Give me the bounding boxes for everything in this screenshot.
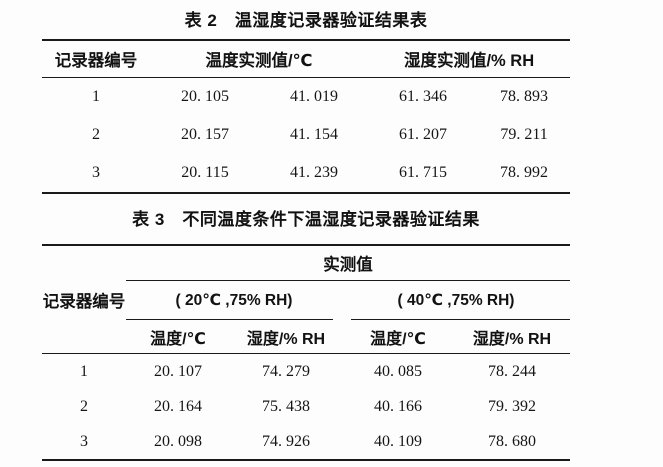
table2-header-recorder-id: 记录器编号 — [42, 40, 150, 78]
temp-value-cell: 20. 107 — [154, 362, 202, 380]
humidity-value-cell: 61. 207 — [399, 126, 448, 143]
humidity-value-cell: 75. 438 — [262, 397, 310, 415]
table2-header-row: 记录器编号 温度实测值/℃ 湿度实测值/% RH — [42, 40, 571, 78]
table3-caption: 表 3 不同温度条件下温湿度记录器验证结果 — [132, 210, 480, 229]
humidity-value-cell: 74. 279 — [262, 362, 310, 380]
table2: 记录器编号 温度实测值/℃ 湿度实测值/% RH 1 20. 105 41. 0… — [42, 39, 571, 194]
temp-value-cell: 20. 157 — [181, 126, 229, 143]
table2-caption: 表 2 温湿度记录器验证结果表 — [184, 11, 428, 30]
table3-header-recorder-id: 记录器编号 — [42, 245, 126, 354]
humidity-value-cell: 78. 244 — [488, 362, 536, 380]
table3-subheader-humidity-1: 湿度/% RH — [230, 320, 342, 354]
temp-value-cell: 41. 154 — [290, 126, 338, 143]
recorder-id-cell: 3 — [80, 432, 88, 450]
table-row: 2 20. 164 75. 438 40. 166 79. 392 — [42, 389, 570, 424]
table3-header-row-conditions: ( 20℃ ,75% RH) ( 40℃ ,75% RH) — [42, 281, 570, 321]
humidity-value-cell: 78. 992 — [500, 164, 549, 181]
recorder-id-cell: 3 — [92, 164, 100, 181]
humidity-value-cell: 79. 211 — [500, 126, 548, 143]
temp-value-cell: 41. 239 — [290, 164, 338, 181]
humidity-value-cell: 61. 715 — [399, 164, 448, 181]
recorder-id-cell: 1 — [80, 362, 88, 380]
table2-header-humidity-group: 湿度实测值/% RH — [368, 40, 571, 78]
temp-value-cell: 20. 105 — [181, 88, 229, 105]
temp-value-cell: 40. 085 — [374, 362, 422, 380]
temp-value-cell: 40. 109 — [374, 432, 422, 450]
table-row: 2 20. 157 41. 154 61. 207 79. 211 — [42, 116, 570, 154]
recorder-id-cell: 2 — [80, 397, 88, 415]
humidity-value-cell: 61. 346 — [399, 88, 448, 105]
table-row: 3 20. 098 74. 926 40. 109 78. 680 — [42, 424, 570, 460]
tables-content: 表 2 温湿度记录器验证结果表 记录器编号 温度实测值/℃ 湿度实测值/% RH… — [42, 0, 571, 461]
temp-value-cell: 20. 164 — [154, 397, 202, 415]
temp-value-cell: 20. 115 — [181, 164, 229, 181]
table-row: 3 20. 115 41. 239 61. 715 78. 992 — [42, 154, 570, 193]
table3-subheader-humidity-2: 湿度/% RH — [454, 320, 570, 354]
table3-header-measured-group: 实测值 — [126, 245, 570, 281]
table3-header-row-measured: 记录器编号 实测值 — [42, 245, 570, 354]
table3: 记录器编号 实测值 ( 20℃ ,75% RH) ( 40℃ ,75% RH) … — [42, 244, 570, 461]
humidity-value-cell: 78. 680 — [488, 432, 536, 450]
humidity-value-cell: 78. 893 — [500, 88, 549, 105]
recorder-id-cell: 1 — [92, 88, 100, 105]
table-row: 1 20. 105 41. 019 61. 346 78. 893 — [42, 78, 570, 117]
table2-header-temp-group: 温度实测值/℃ — [150, 40, 369, 78]
humidity-value-cell: 79. 392 — [488, 397, 536, 415]
table3-header-condition-40c: ( 40℃ ,75% RH) — [342, 281, 570, 321]
table3-subheader-temp-2: 温度/℃ — [342, 320, 454, 354]
table-row: 1 20. 107 74. 279 40. 085 78. 244 — [42, 354, 570, 390]
temp-value-cell: 41. 019 — [290, 88, 338, 105]
temp-value-cell: 40. 166 — [374, 397, 422, 415]
temp-value-cell: 20. 098 — [154, 432, 202, 450]
humidity-value-cell: 74. 926 — [262, 432, 310, 450]
table3-subheader-temp-1: 温度/℃ — [126, 320, 230, 354]
table3-header-row-sublabels: 温度/℃ 湿度/% RH 温度/℃ 湿度/% RH — [42, 320, 570, 354]
table3-header-condition-20c: ( 20℃ ,75% RH) — [126, 281, 342, 321]
recorder-id-cell: 2 — [92, 126, 100, 143]
